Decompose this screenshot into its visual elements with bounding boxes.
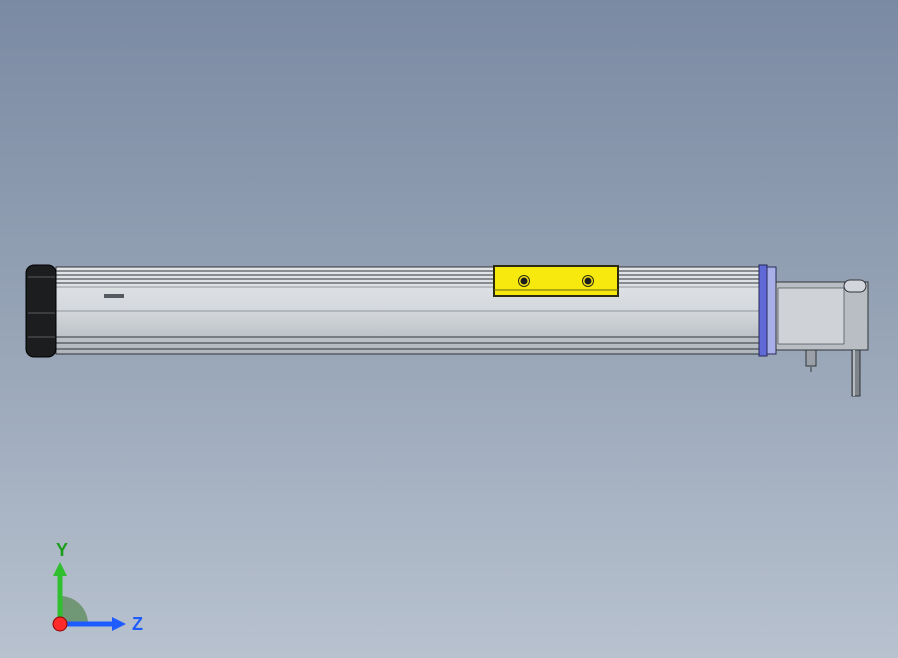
adapter-plate-b <box>767 267 776 354</box>
axis-x-dot <box>53 617 67 631</box>
motor-bracket-highlight <box>853 350 855 396</box>
motor-face <box>778 288 844 344</box>
carriage-hole <box>521 278 528 285</box>
cable-pin <box>810 366 812 372</box>
cable-gland <box>806 350 816 366</box>
cad-viewport[interactable]: ZY <box>0 0 898 658</box>
carriage-block <box>494 266 618 296</box>
scene-svg: ZY <box>0 0 898 658</box>
adapter-plate-a <box>759 265 767 356</box>
axis-y-label: Y <box>56 540 68 560</box>
endcap-left <box>26 265 56 357</box>
motor-top-cap <box>844 280 866 292</box>
carriage-hole <box>585 278 592 285</box>
axis-z-label: Z <box>132 614 143 634</box>
rail-slot <box>104 294 124 298</box>
